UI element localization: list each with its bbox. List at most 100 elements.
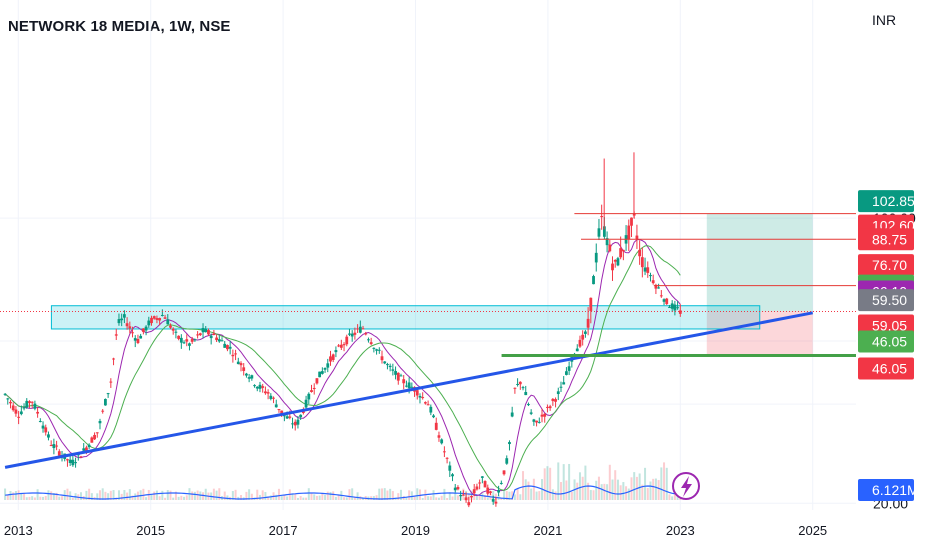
volume-bar — [107, 493, 110, 500]
volume-bar — [185, 495, 188, 500]
candle-body — [613, 260, 617, 262]
x-tick-label: 2023 — [666, 523, 695, 538]
volume-bar — [381, 488, 384, 500]
volume-bar — [245, 491, 248, 500]
candle-body — [491, 499, 495, 502]
candle-body — [546, 406, 549, 408]
candle-body — [141, 328, 145, 332]
price-tag: 102.85 — [858, 190, 915, 213]
volume-bar — [33, 497, 36, 500]
volume-bar — [660, 467, 663, 500]
volume-bar — [199, 491, 202, 500]
price-tag-box — [858, 228, 914, 251]
candle-body — [272, 397, 275, 399]
candle-body — [158, 318, 162, 321]
volume-bar — [622, 482, 625, 500]
candle-body — [659, 295, 663, 297]
trendline[interactable] — [4, 311, 813, 469]
candle-body — [407, 382, 411, 389]
volume-bar — [334, 496, 337, 500]
candle-body — [451, 474, 454, 477]
volume-bar — [503, 489, 506, 500]
volume-bar — [98, 490, 101, 500]
volume-bar — [440, 495, 443, 500]
candle-body — [459, 494, 463, 497]
volume-bar — [668, 494, 671, 500]
candle-body — [369, 342, 373, 345]
candle-body — [461, 494, 465, 496]
volume-bar — [90, 493, 93, 500]
candle-body — [535, 420, 538, 423]
candle-body — [480, 476, 484, 478]
support-zone[interactable] — [50, 305, 761, 330]
candle-body — [3, 393, 7, 395]
volume-bar — [538, 491, 541, 500]
volume-bar — [120, 493, 123, 500]
volume-bar — [343, 497, 346, 500]
volume-bar — [562, 464, 565, 500]
candle-body — [93, 434, 96, 440]
candle-body — [255, 386, 259, 389]
candle-body — [499, 482, 503, 484]
volume-bar — [554, 491, 557, 500]
candle-body — [527, 404, 530, 406]
chart-title: NETWORK 18 MEDIA, 1W, NSE — [8, 18, 231, 35]
volume-bar — [522, 471, 525, 500]
candle-body — [90, 437, 94, 443]
volume-bar — [123, 490, 126, 500]
candle-body — [68, 459, 72, 463]
lightning-bolt-icon[interactable] — [672, 472, 700, 500]
volume-bar — [47, 490, 50, 500]
volume-bar — [315, 495, 318, 500]
candle-body — [323, 367, 327, 370]
volume-bar — [25, 497, 28, 500]
volume-bar — [353, 496, 356, 500]
short-moving-average — [4, 238, 681, 497]
volume-bar — [372, 496, 375, 500]
volume-bar — [595, 480, 598, 500]
candle-body — [182, 342, 186, 344]
volume-bar — [275, 494, 278, 500]
volume-bar — [614, 470, 617, 500]
candle-body — [654, 284, 658, 289]
volume-bar — [17, 490, 20, 500]
volume-bar — [494, 493, 497, 500]
volume-bar — [280, 496, 283, 500]
candle-body — [662, 299, 666, 302]
volume-bar — [264, 492, 267, 500]
candle-body — [358, 326, 362, 333]
candle-body — [405, 385, 408, 387]
volume-bar — [356, 492, 359, 500]
volume-bar — [456, 495, 459, 500]
volume-bar — [413, 496, 416, 500]
candle-body — [562, 382, 566, 385]
candle-body — [87, 444, 91, 448]
candle-body — [144, 326, 148, 331]
candle-body — [540, 414, 544, 417]
candle-body — [657, 287, 661, 289]
candle-body — [207, 330, 210, 335]
volume-bar — [42, 496, 45, 500]
candle-body — [19, 411, 23, 415]
candle-body — [98, 420, 102, 424]
candle-body — [486, 487, 490, 494]
candle-body — [301, 410, 305, 413]
candle-body — [36, 411, 40, 414]
candle-body — [177, 335, 181, 339]
candle-body — [49, 445, 53, 447]
candle-body — [578, 339, 582, 347]
volume-bar — [375, 495, 378, 500]
volume-bar — [616, 479, 619, 500]
target-zone[interactable] — [706, 213, 813, 312]
candle-body — [193, 339, 197, 341]
candle-body — [649, 275, 652, 277]
candle-body — [133, 338, 137, 341]
volume-bar — [546, 466, 549, 500]
candle-body — [204, 328, 208, 333]
candle-body — [619, 248, 623, 258]
long-moving-average — [4, 245, 681, 491]
volume-bar — [174, 491, 177, 500]
volume-bar — [283, 495, 286, 500]
volume-bar — [23, 492, 26, 500]
